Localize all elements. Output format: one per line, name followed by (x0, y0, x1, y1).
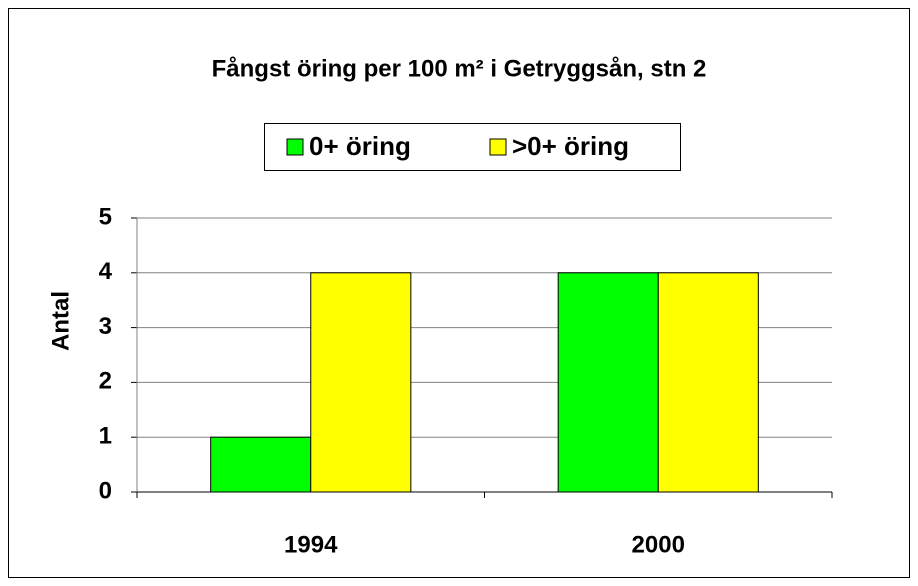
legend-swatch (286, 138, 304, 156)
y-tick-label: 1 (99, 423, 112, 450)
y-tick-label: 4 (99, 258, 113, 285)
legend-label: 0+ öring (309, 131, 411, 161)
y-tick-label: 5 (99, 203, 112, 230)
bar (657, 272, 759, 493)
legend-box (264, 123, 681, 171)
bar (557, 272, 659, 493)
bar (210, 436, 312, 493)
y-tick-label: 2 (99, 368, 112, 395)
y-tick-label: 3 (99, 313, 112, 340)
y-tick-label: 0 (99, 477, 112, 504)
x-tick-label: 2000 (632, 531, 685, 558)
chart-title: Fångst öring per 100 m² i Getryggsån, st… (212, 55, 707, 82)
chart-border (8, 8, 910, 578)
legend-label: >0+ öring (512, 131, 629, 161)
bar (310, 272, 412, 493)
y-axis-label: Antal (47, 291, 74, 351)
x-tick-label: 1994 (284, 531, 338, 558)
legend-swatch (489, 138, 507, 156)
